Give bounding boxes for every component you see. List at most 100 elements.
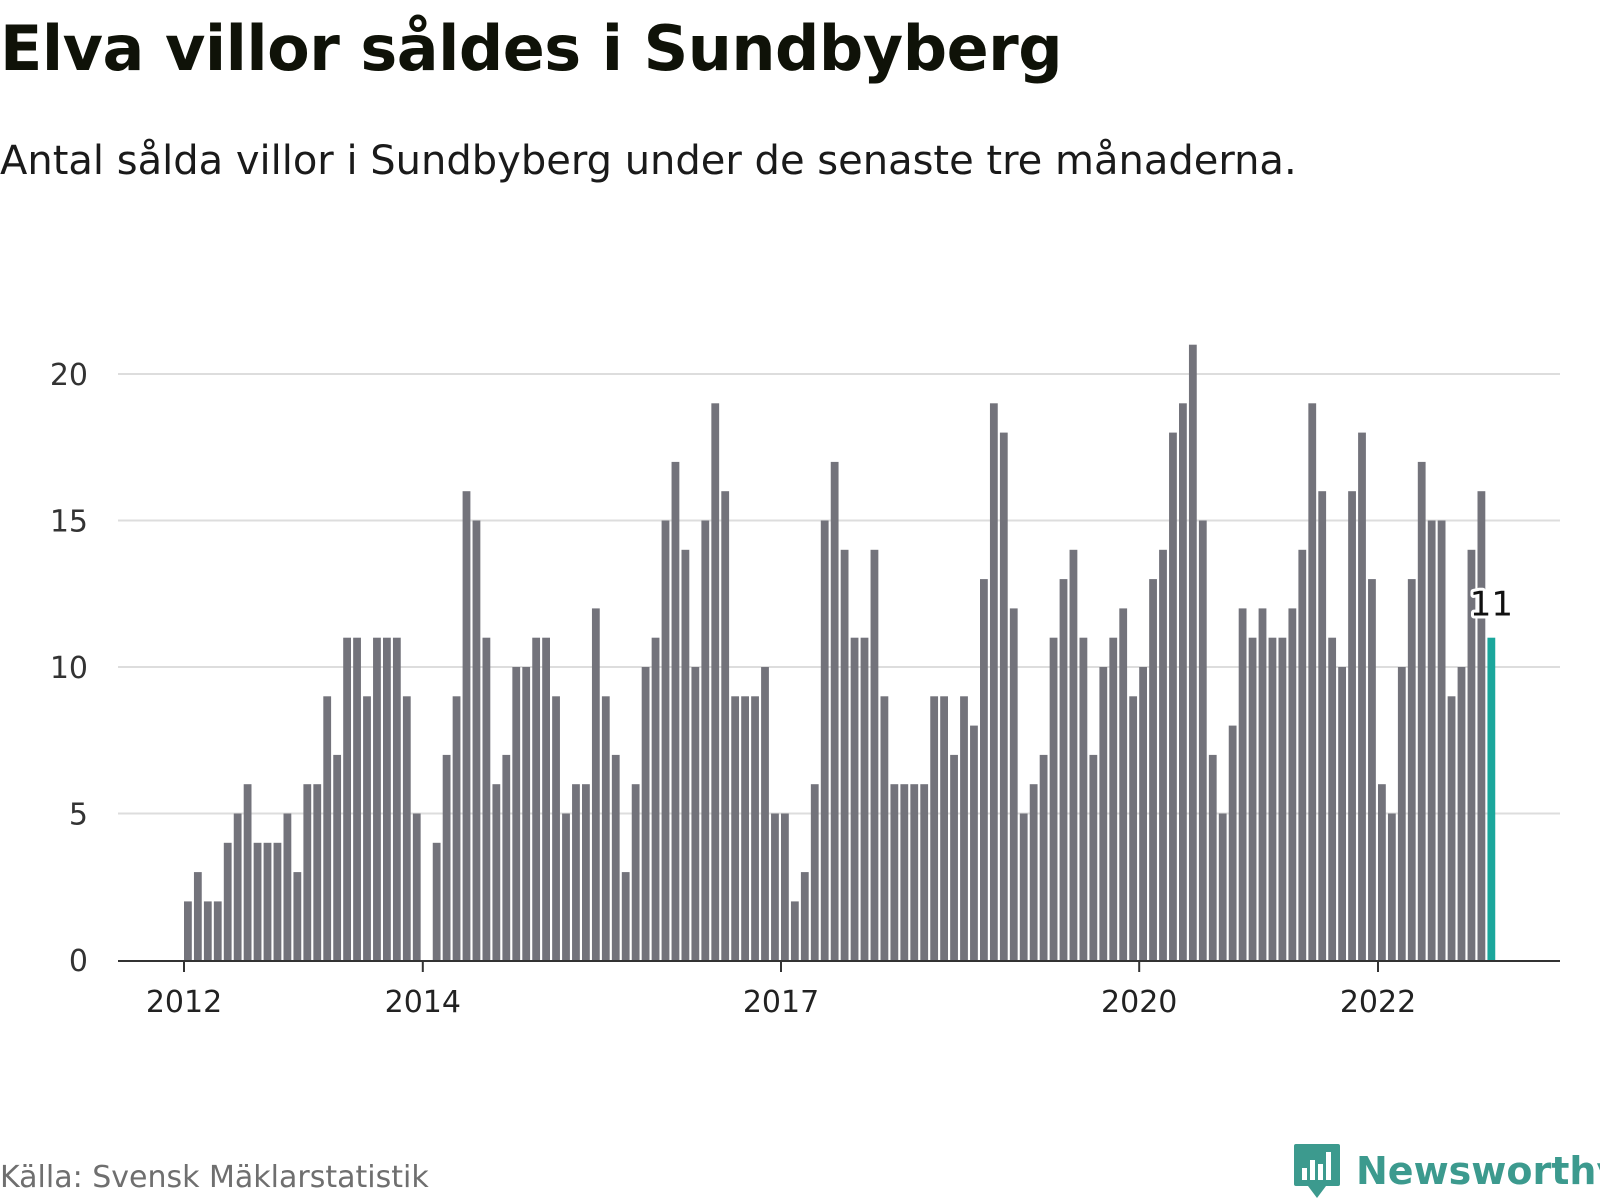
bar [761, 667, 769, 960]
bar [383, 637, 391, 960]
y-axis: 0 5 10 15 20 [50, 358, 88, 979]
bar [860, 637, 869, 960]
bar [1407, 579, 1416, 960]
bar [880, 696, 889, 960]
bar [293, 872, 302, 960]
bar [243, 784, 252, 960]
bar [1019, 813, 1028, 960]
bar [223, 842, 232, 960]
bar [1298, 549, 1307, 960]
bar [651, 637, 660, 960]
bar [1348, 491, 1356, 960]
bar [283, 813, 292, 960]
bar [472, 520, 481, 960]
bar [930, 696, 939, 960]
y-tick-label: 10 [50, 651, 88, 686]
bar [820, 520, 829, 960]
bar [810, 784, 819, 960]
bar [233, 813, 242, 960]
brand-name: Newsworthy [1356, 1149, 1600, 1193]
bar [442, 754, 451, 960]
bar [721, 491, 730, 960]
bar [1109, 637, 1118, 960]
bar [1009, 608, 1018, 960]
x-tick-label: 2022 [1340, 985, 1416, 1020]
bar [512, 667, 521, 960]
bar [1318, 491, 1327, 960]
bar [432, 842, 441, 960]
bar [1208, 754, 1217, 960]
bar [1099, 667, 1108, 960]
bar [1417, 461, 1426, 960]
bar [532, 637, 541, 960]
bar [263, 842, 272, 960]
bar [203, 901, 212, 960]
bar [790, 901, 799, 960]
bar [1288, 608, 1297, 960]
bar [412, 813, 421, 960]
bar [970, 725, 978, 960]
y-tick-label: 0 [69, 944, 88, 979]
bar [1059, 579, 1068, 960]
bar [1179, 403, 1187, 960]
bar [621, 872, 630, 960]
bar [1079, 637, 1088, 960]
bar [711, 403, 720, 960]
bar [323, 696, 332, 960]
bar [313, 784, 322, 960]
bar [213, 901, 222, 960]
bar [572, 784, 580, 960]
bar [502, 754, 511, 960]
bar [1169, 432, 1177, 961]
bar [492, 784, 501, 960]
bar [1308, 403, 1317, 960]
bar [611, 754, 620, 960]
bar [1427, 520, 1436, 960]
bar [900, 784, 909, 960]
bar [920, 784, 929, 960]
bar [691, 667, 700, 960]
bar [1258, 608, 1267, 960]
bar [392, 637, 401, 960]
bar [681, 549, 690, 960]
bar [353, 637, 361, 960]
y-tick-label: 15 [50, 505, 88, 540]
bar [1467, 549, 1476, 960]
bar [1139, 667, 1147, 960]
bar [631, 784, 640, 960]
bar [1188, 344, 1197, 960]
bar [522, 667, 531, 960]
bar [870, 549, 879, 960]
bar [582, 784, 590, 960]
bar [1069, 549, 1078, 960]
bar [273, 842, 282, 960]
bar [1238, 608, 1247, 960]
bars [184, 344, 1496, 961]
bar [1477, 491, 1486, 960]
bar [591, 608, 600, 960]
bar [562, 813, 570, 960]
bar [1049, 637, 1058, 960]
bar [1447, 696, 1456, 960]
y-tick-label: 5 [69, 798, 88, 833]
newsworthy-logo: Newsworthy [1292, 1142, 1600, 1200]
bar [840, 549, 849, 960]
newsworthy-logo-icon [1294, 1144, 1340, 1198]
bar [1278, 637, 1287, 960]
bar [402, 696, 411, 960]
bar [1198, 520, 1207, 960]
x-axis: 2012 2014 2017 2020 2022 [146, 960, 1416, 1020]
bar [1119, 608, 1128, 960]
bar [333, 754, 342, 960]
x-tick-label: 2014 [385, 985, 461, 1020]
bar [1129, 696, 1138, 960]
y-tick-label: 20 [50, 358, 88, 393]
bar [751, 696, 759, 960]
bar [1149, 579, 1157, 960]
bar [1387, 813, 1396, 960]
bar [1248, 637, 1257, 960]
bar [1039, 754, 1048, 960]
bar [373, 637, 381, 960]
bar [1159, 549, 1167, 960]
bar [830, 461, 839, 960]
